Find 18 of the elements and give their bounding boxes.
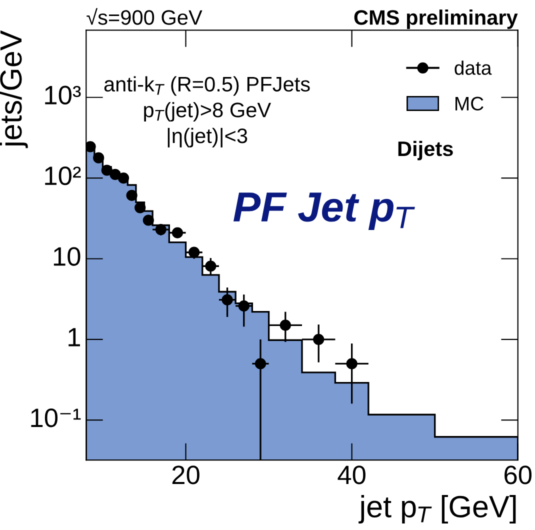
annotation: Dijets <box>398 140 453 160</box>
y-tick-label: 10² <box>45 166 81 186</box>
x-axis-title: jet p$_{T}$ [GeV] <box>358 495 516 524</box>
annotation: anti-k$_{T}$ (R=0.5) PFJets <box>104 76 310 96</box>
annotation: p$_{T}$(jet)>8 GeV <box>144 102 272 122</box>
x-tick-label: 40 <box>338 466 366 484</box>
legend-label: data <box>454 60 492 75</box>
legend-label: MC <box>456 96 484 111</box>
annotation: |η(jet)|<3 <box>168 128 248 148</box>
x-tick-label: 20 <box>172 466 200 484</box>
chart-title: CMS preliminary <box>354 10 518 29</box>
annotation: PF Jet p$_{T}$ <box>233 192 415 230</box>
y-tick-label: 10⁻¹ <box>31 408 81 428</box>
x-tick-label: 60 <box>504 466 532 484</box>
y-tick-label: 10³ <box>45 86 81 104</box>
chart-subtitle: √s=900 GeV <box>86 8 202 25</box>
y-tick-label: 1 <box>68 328 80 346</box>
y-tick-label: 10 <box>54 247 80 266</box>
